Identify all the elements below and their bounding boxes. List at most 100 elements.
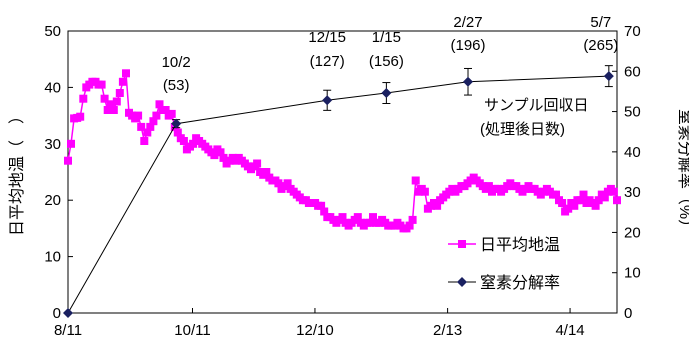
- right-axis-title: 窒素分解率（%）: [676, 109, 689, 235]
- left-axis-tick-label: 20: [44, 192, 61, 209]
- temperature-point: [411, 176, 420, 185]
- nitrogen-point: [322, 95, 333, 106]
- plot-frame: [67, 30, 618, 314]
- sampling-days-label: (265): [583, 37, 618, 54]
- temperature-point: [115, 89, 124, 97]
- sampling-date-label: 2/27: [453, 14, 482, 31]
- temperature-point: [274, 179, 283, 188]
- temperature-point: [369, 213, 377, 222]
- nitrogen-point: [603, 71, 614, 82]
- series-soil-temperature: [64, 69, 621, 233]
- temperature-point: [317, 201, 326, 210]
- temperature-point: [100, 94, 109, 103]
- temperature-point: [155, 100, 164, 109]
- nitrogen-line: [67, 75, 609, 314]
- left-axis-tick-label: 10: [44, 249, 61, 266]
- sampling-date-label: 1/15: [372, 29, 401, 46]
- temperature-point: [365, 218, 374, 227]
- temperature-point: [179, 137, 188, 145]
- temperature-point: [64, 156, 72, 165]
- temperature-point: [97, 80, 106, 89]
- temperature-point: [112, 97, 121, 106]
- temperature-point: [253, 159, 262, 168]
- sampling-date-label: 5/7: [590, 14, 611, 31]
- right-axis-tick-label: 70: [624, 23, 641, 40]
- sampling-annotation-subtitle: (処理後日数): [480, 121, 565, 138]
- legend-nitrogen-label: 窒素分解率: [480, 274, 560, 292]
- right-axis-tick-label: 50: [624, 104, 641, 121]
- sampling-days-label: (196): [450, 37, 485, 54]
- x-axis-tick-label: 4/14: [555, 322, 584, 339]
- temperature-point: [189, 139, 198, 148]
- x-axis-tick-label: 8/11: [54, 322, 82, 339]
- temperature-point: [140, 137, 149, 145]
- temperature-point: [594, 196, 603, 205]
- temperature-point: [149, 117, 158, 126]
- temperature-point: [408, 215, 417, 224]
- temperature-point: [161, 106, 170, 114]
- temperature-point: [137, 122, 146, 131]
- right-axis-tick-label: 0: [624, 305, 632, 322]
- temperature-point: [338, 213, 347, 222]
- right-axis-tick-label: 10: [624, 265, 641, 282]
- sampling-days-label: (127): [310, 53, 345, 70]
- temperature-point: [67, 139, 75, 148]
- nitrogen-point: [463, 76, 474, 87]
- series-nitrogen-decomposition: [63, 65, 614, 318]
- x-axis-tick-label: 12/10: [296, 322, 334, 339]
- sampling-date-label: 12/15: [308, 29, 346, 46]
- temperature-point: [405, 221, 414, 230]
- legend-temperature-label: 日平均地温: [480, 236, 560, 254]
- temperature-point: [609, 187, 618, 196]
- temperature-point: [79, 94, 88, 103]
- left-axis-title: 日平均地温（ ）: [8, 108, 26, 236]
- temperature-point: [433, 201, 442, 210]
- temperature-point: [353, 213, 362, 222]
- right-axis-tick-label: 60: [624, 63, 641, 80]
- temperature-point: [613, 196, 621, 205]
- temperature-point: [109, 106, 118, 114]
- temperature-point: [320, 207, 329, 216]
- nitrogen-point: [63, 308, 73, 318]
- nitrogen-point: [381, 88, 392, 99]
- temperature-point: [283, 179, 292, 188]
- temperature-point: [134, 111, 143, 120]
- temperature-point: [167, 109, 176, 118]
- temperature-point: [420, 187, 429, 196]
- temperature-point: [484, 182, 493, 191]
- temperature-point: [118, 77, 127, 86]
- temperature-point: [564, 204, 573, 213]
- temperature-point: [579, 190, 588, 199]
- temperature-point: [210, 151, 219, 160]
- temperature-point: [173, 128, 182, 137]
- sampling-days-label: (53): [163, 77, 190, 94]
- temperature-point: [558, 199, 567, 207]
- temperature-point: [76, 112, 85, 121]
- left-axis-tick-label: 50: [44, 23, 61, 40]
- temperature-point: [600, 193, 609, 202]
- x-axis-tick-label: 10/11: [174, 322, 210, 339]
- temperature-point: [103, 106, 112, 114]
- right-axis-tick-label: 40: [624, 144, 641, 161]
- temperature-point: [570, 201, 579, 210]
- temperature-point: [106, 100, 115, 109]
- temperature-point: [262, 168, 271, 176]
- temperature-point: [122, 69, 130, 78]
- legend-temperature-marker: [458, 240, 466, 248]
- left-axis-tick-label: 0: [53, 305, 61, 322]
- left-axis-tick-label: 30: [44, 136, 61, 153]
- temperature-point: [576, 196, 585, 205]
- sampling-annotation-title: サンプル回収日: [484, 97, 589, 114]
- legend-nitrogen-marker: [457, 277, 467, 287]
- temperature-point: [219, 153, 228, 162]
- nitrogen-point: [171, 118, 182, 129]
- temperature-point: [552, 190, 560, 199]
- right-axis-tick-label: 20: [624, 224, 641, 241]
- x-axis-tick-label: 2/13: [433, 322, 462, 339]
- temperature-point: [152, 111, 161, 120]
- right-axis-tick-label: 30: [624, 184, 641, 201]
- left-axis-tick-label: 40: [44, 79, 61, 96]
- sampling-date-label: 10/2: [162, 54, 191, 71]
